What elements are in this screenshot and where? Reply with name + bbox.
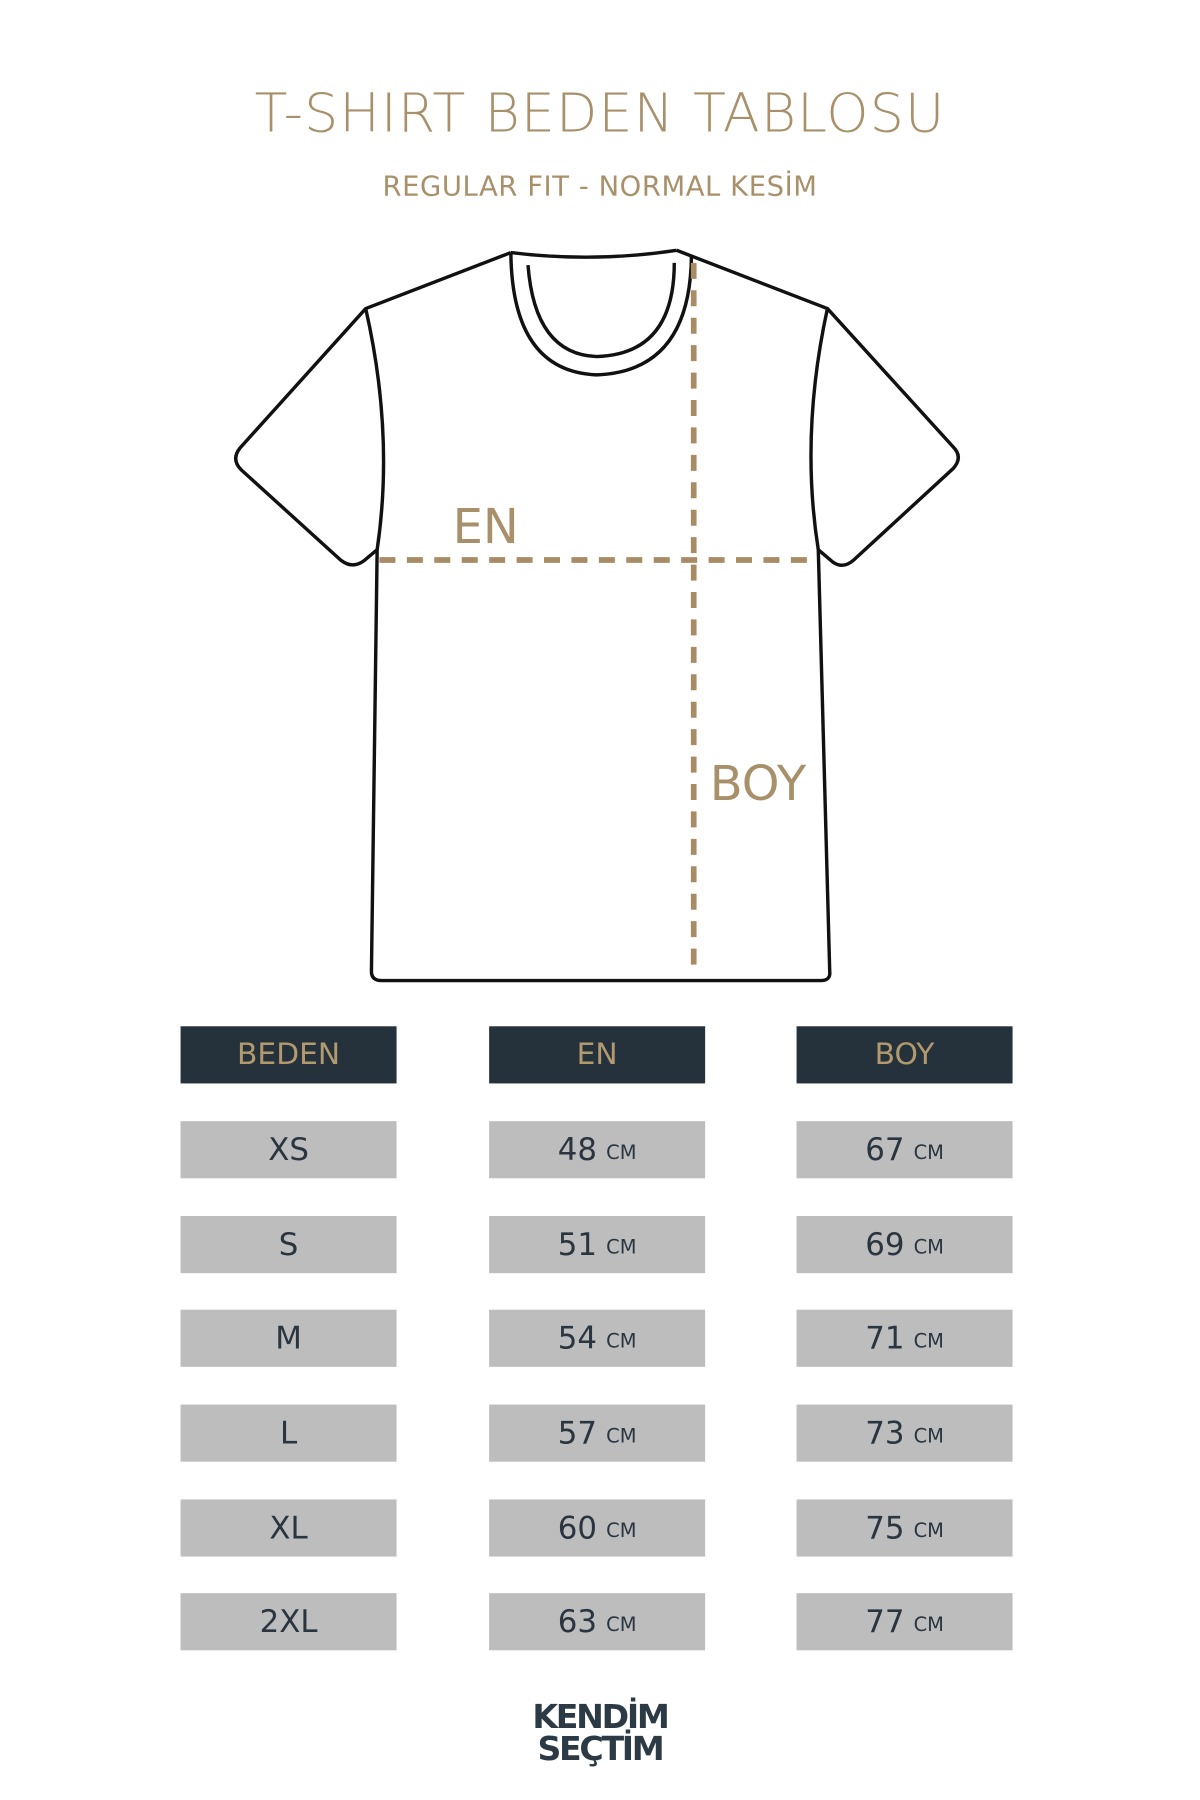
table-header-beden: BEDEN [180,1026,397,1084]
en-cell: 48 CM [489,1121,706,1179]
unit-label: CM [913,1236,944,1260]
boy-value: 69 [865,1226,905,1263]
unit-label: CM [606,1613,637,1637]
unit-label: CM [606,1141,637,1165]
size-cell: M [180,1309,397,1367]
unit-label: CM [606,1236,637,1260]
unit-label: CM [913,1519,944,1543]
boy-cell: 73 CM [796,1404,1013,1462]
en-value: 63 [557,1603,598,1640]
boy-value: 71 [865,1320,905,1356]
size-cell: L [180,1404,397,1462]
en-cell: 63 CM [489,1593,706,1651]
unit-label: CM [913,1425,944,1448]
unit-label: CM [606,1330,637,1354]
length-label: BOY [710,756,807,812]
tshirt-diagram: EN BOY [234,248,960,983]
boy-value: 73 [865,1415,905,1451]
en-cell: 60 CM [489,1499,706,1557]
table-header-boy: BOY [796,1026,1013,1084]
unit-label: CM [913,1141,944,1165]
size-cell: S [180,1215,397,1274]
width-label: EN [453,499,519,555]
en-value: 60 [557,1510,598,1546]
logo-line-2: SEÇTİM [537,1729,664,1768]
en-value: 51 [557,1226,598,1263]
unit-label: CM [913,1330,944,1354]
en-value: 57 [557,1415,598,1451]
table-header-en: EN [489,1026,706,1084]
boy-value: 75 [865,1510,905,1546]
unit-label: CM [606,1425,637,1448]
en-value: 54 [557,1320,598,1356]
boy-cell: 71 CM [796,1309,1013,1367]
en-cell: 57 CM [489,1404,706,1462]
unit-label: CM [606,1519,637,1543]
boy-cell: 69 CM [796,1215,1013,1274]
page-subtitle: REGULAR FIT - NORMAL KESİM [382,170,818,203]
tshirt-outline [234,248,960,983]
boy-cell: 75 CM [796,1499,1013,1557]
logo-line-1: KENDİM [532,1697,669,1736]
size-cell: 2XL [180,1593,397,1651]
size-cell: XL [180,1499,397,1557]
boy-value: 77 [865,1603,905,1640]
boy-cell: 67 CM [796,1121,1013,1179]
size-cell: XS [180,1121,397,1179]
brand-logo: KENDİM SEÇTİM [503,1697,697,1768]
boy-value: 67 [865,1131,905,1168]
en-cell: 51 CM [489,1215,706,1274]
en-value: 48 [557,1131,598,1168]
en-cell: 54 CM [489,1309,706,1367]
page-title: T-SHIRT BEDEN TABLOSU [254,82,946,146]
boy-cell: 77 CM [796,1593,1013,1651]
unit-label: CM [913,1613,944,1637]
